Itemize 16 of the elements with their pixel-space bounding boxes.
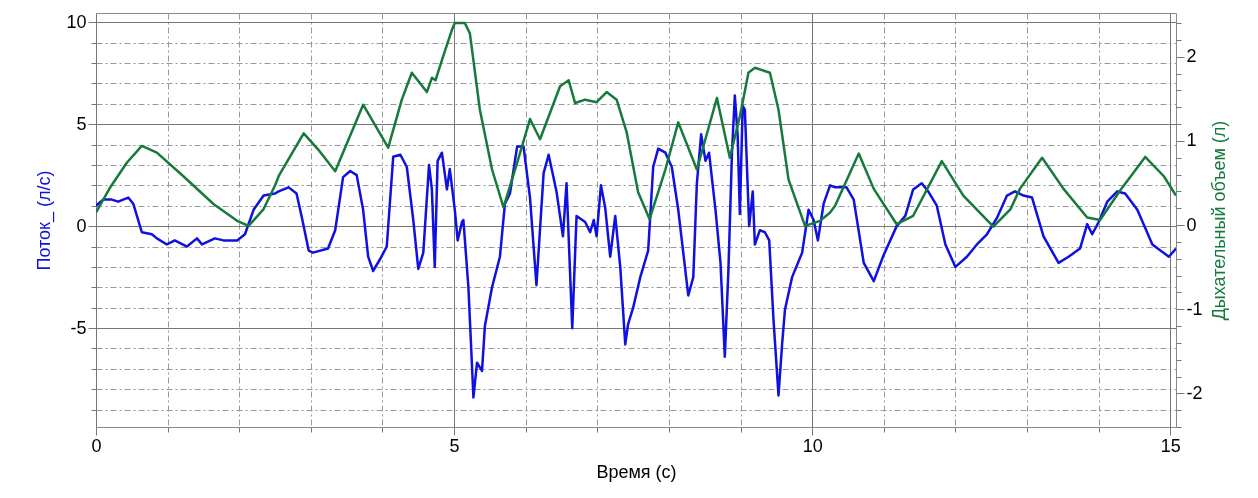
y2-tick-label: 0 [1186,214,1197,235]
y2-tick-label: 2 [1186,46,1197,67]
y-axis-title: Поток_ (л/с) [34,170,56,271]
x-axis-title: Время (с) [596,461,677,482]
x-tick-label: 0 [91,435,102,456]
x-tick-label: 15 [1160,435,1181,456]
x-tick-label: 5 [449,435,460,456]
y2-tick-label: -1 [1186,298,1203,319]
x-tick-label: 10 [802,435,823,456]
y2-tick-label: -2 [1186,382,1203,403]
y-tick-label: -5 [70,317,87,338]
y-tick-label: 10 [66,11,87,32]
y2-tick-label: 1 [1186,130,1197,151]
y-tick-label: 0 [76,215,87,236]
y2-axis-title: Дыхательный объем (л) [1208,120,1229,321]
y-tick-label: 5 [76,113,87,134]
